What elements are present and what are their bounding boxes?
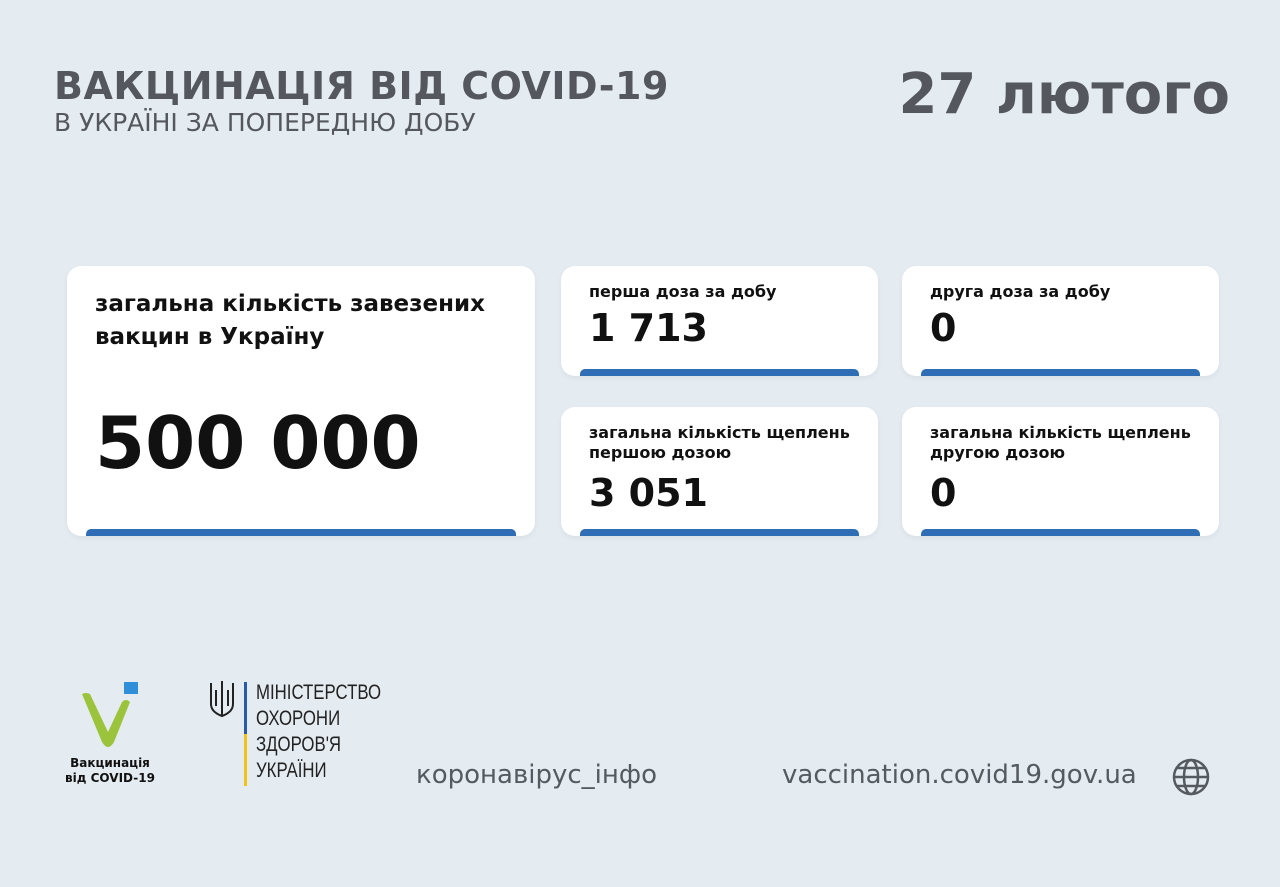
card-bar <box>921 369 1200 376</box>
card-bar <box>921 529 1200 536</box>
card-total-first-dose: загальна кількість щеплень першою дозою … <box>561 407 878 536</box>
card-first-dose-day: перша доза за добу 1 713 <box>561 266 878 376</box>
card-label: загальна кількість щеплень другою дозою <box>930 423 1191 462</box>
card-bar <box>580 529 859 536</box>
globe-icon <box>1172 758 1210 796</box>
card-bar <box>580 369 859 376</box>
trident-icon <box>210 681 234 718</box>
logo-caption-line: Вакцинація <box>70 756 150 770</box>
divider-blue <box>244 682 247 734</box>
card-total-delivered: загальна кількість завезених вакцин в Ук… <box>67 266 535 536</box>
card-value: 3 051 <box>589 471 708 515</box>
logo-caption-line: від COVID-19 <box>65 771 155 785</box>
hashtag: коронавірус_інфо <box>416 760 658 790</box>
card-label: друга доза за добу <box>930 282 1111 301</box>
divider-yellow <box>244 734 247 786</box>
ministry-line: ЗДОРОВ'Я <box>256 733 342 756</box>
card-value: 500 000 <box>95 401 421 485</box>
ministry-name: МІНІСТЕРСТВО ОХОРОНИ ЗДОРОВ'Я УКРАЇНИ <box>256 680 381 784</box>
page-title: ВАКЦИНАЦІЯ ВІД COVID-19 <box>54 64 669 108</box>
card-total-second-dose: загальна кількість щеплень другою дозою … <box>902 407 1219 536</box>
card-second-dose-day: друга доза за добу 0 <box>902 266 1219 376</box>
ministry-line: УКРАЇНИ <box>256 759 327 782</box>
page-subtitle: В УКРАЇНІ ЗА ПОПЕРЕДНЮ ДОБУ <box>54 108 476 137</box>
date: 27 лютого <box>898 62 1230 127</box>
card-value: 0 <box>930 471 957 515</box>
card-label: перша доза за добу <box>589 282 777 301</box>
card-label: загальна кількість щеплень першою дозою <box>589 423 850 462</box>
logo-caption: Вакцинація від COVID-19 <box>62 756 158 786</box>
card-value: 1 713 <box>589 306 708 350</box>
card-bar <box>86 529 516 536</box>
vaccination-logo-icon <box>82 682 138 747</box>
card-value: 0 <box>930 306 957 350</box>
website-link[interactable]: vaccination.covid19.gov.ua <box>782 760 1137 790</box>
ministry-line: ОХОРОНИ <box>256 707 341 730</box>
ministry-line: МІНІСТЕРСТВО <box>256 681 382 704</box>
card-label: загальна кількість завезених вакцин в Ук… <box>95 291 485 350</box>
